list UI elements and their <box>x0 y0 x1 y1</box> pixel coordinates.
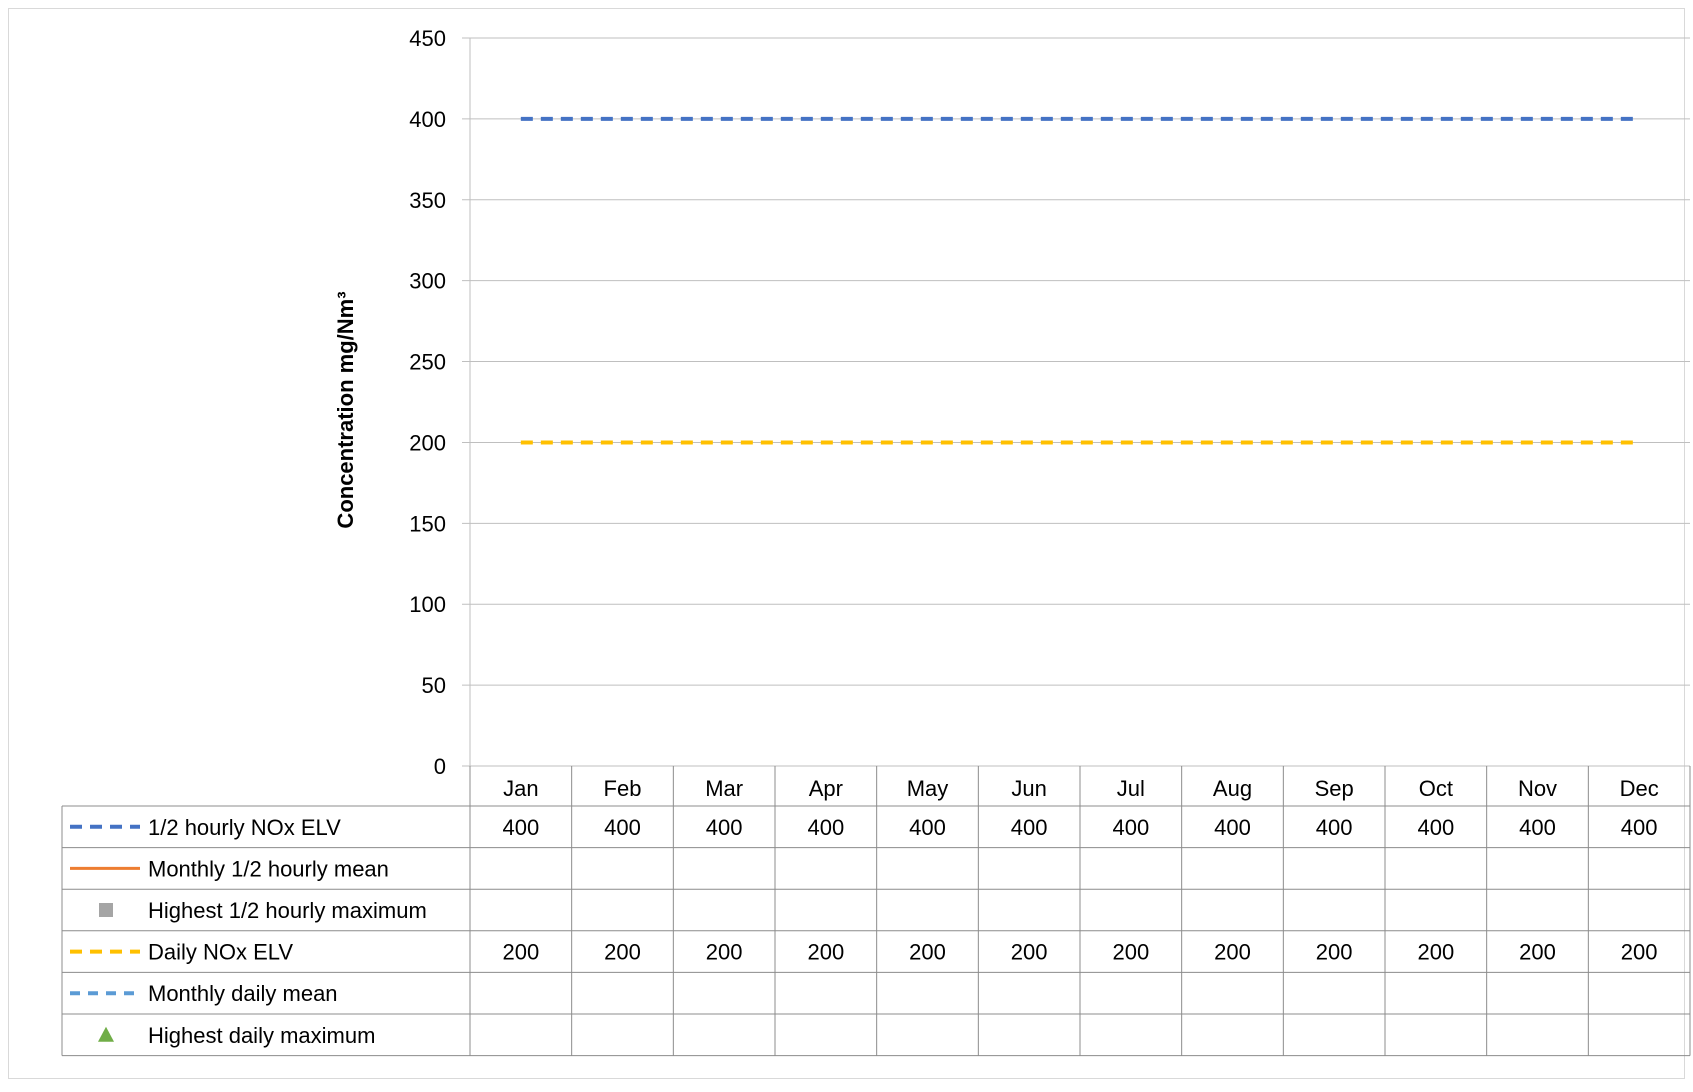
table-cell-value: 400 <box>1316 815 1353 840</box>
table-row-label: Monthly daily mean <box>148 981 338 1006</box>
x-tick-label: Sep <box>1315 776 1354 801</box>
table-cell-value: 200 <box>1214 940 1251 965</box>
table-cell-value: 200 <box>909 940 946 965</box>
table-row-label: Daily NOx ELV <box>148 940 293 965</box>
x-tick-label: Aug <box>1213 776 1252 801</box>
table-cell-value: 200 <box>1112 940 1149 965</box>
table-cell-value: 400 <box>1417 815 1454 840</box>
legend-key-triangle <box>98 1026 114 1042</box>
table-cell-value: 200 <box>706 940 743 965</box>
table-cell-value: 400 <box>1112 815 1149 840</box>
table-row-label: 1/2 hourly NOx ELV <box>148 815 341 840</box>
x-tick-label: Jan <box>503 776 538 801</box>
table-cell-value: 400 <box>807 815 844 840</box>
x-tick-label: Mar <box>705 776 743 801</box>
x-tick-label: Oct <box>1419 776 1453 801</box>
table-cell-value: 200 <box>807 940 844 965</box>
y-tick-label: 100 <box>409 592 446 617</box>
y-tick-label: 150 <box>409 511 446 536</box>
y-axis-ticks: 0 50 100 150 200 250 300 350 400 450 <box>409 26 446 779</box>
table-cell-value: 200 <box>502 940 539 965</box>
table-row-label: Highest 1/2 hourly maximum <box>148 898 427 923</box>
y-tick-label: 350 <box>409 188 446 213</box>
table-row-label: Highest daily maximum <box>148 1023 375 1048</box>
x-tick-label: Dec <box>1620 776 1659 801</box>
table-cell-value: 400 <box>909 815 946 840</box>
y-tick-label: 250 <box>409 350 446 375</box>
table-cell-value: 400 <box>604 815 641 840</box>
table-row-label: Monthly 1/2 hourly mean <box>148 856 389 881</box>
table-cell-value: 400 <box>1214 815 1251 840</box>
y-tick-label: 0 <box>434 754 446 779</box>
y-tick-label: 50 <box>422 673 446 698</box>
table-cell-value: 200 <box>604 940 641 965</box>
y-tick-label: 300 <box>409 269 446 294</box>
chart-border <box>8 8 1685 1079</box>
table-cell-value: 400 <box>706 815 743 840</box>
y-tick-label: 400 <box>409 107 446 132</box>
y-tick-label: 200 <box>409 430 446 455</box>
legend-key-square <box>99 903 113 917</box>
y-axis-label: Concentration mg/Nm³ <box>333 291 358 528</box>
y-tick-label: 450 <box>409 26 446 51</box>
table-cell-value: 400 <box>1011 815 1048 840</box>
data-table: Jan Feb Mar Apr May Jun Jul Aug Sep Oct Nov Dec 1/2 … <box>61 766 1691 1057</box>
x-tick-label: Feb <box>604 776 642 801</box>
series-lines <box>520 116 1640 445</box>
table-cell-value: 200 <box>1621 940 1658 965</box>
x-tick-label: Apr <box>809 776 843 801</box>
x-tick-label: Jul <box>1117 776 1145 801</box>
table-cell-value: 200 <box>1011 940 1048 965</box>
x-tick-label: Jun <box>1011 776 1046 801</box>
table-cell-value: 400 <box>1519 815 1556 840</box>
table-cell-value: 400 <box>1621 815 1658 840</box>
table-cell-value: 400 <box>502 815 539 840</box>
x-tick-label: May <box>907 776 949 801</box>
x-tick-label: Nov <box>1518 776 1557 801</box>
table-cell-value: 200 <box>1519 940 1556 965</box>
table-cell-value: 200 <box>1417 940 1454 965</box>
table-cell-value: 200 <box>1316 940 1353 965</box>
